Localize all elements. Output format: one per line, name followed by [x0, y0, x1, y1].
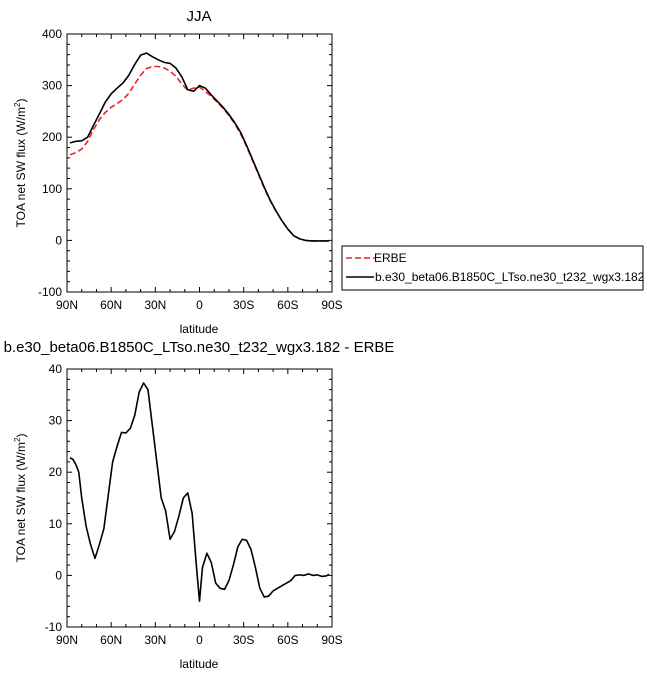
top-x-tick-label: 0	[196, 298, 203, 312]
bottom-x-tick-label: 90S	[321, 633, 342, 647]
top-y-ticks: -100 0 100 200 300 400	[38, 27, 332, 299]
top-x-tick-label: 90S	[321, 298, 342, 312]
top-y-tick-label: 400	[42, 27, 62, 41]
bottom-chart-title: b.e30_beta06.B1850C_LTso.ne30_t232_wgx3.…	[4, 339, 395, 356]
legend-label-model: b.e30_beta06.B1850C_LTso.ne30_t232_wgx3.…	[375, 270, 645, 284]
bottom-x-tick-label: 60S	[277, 633, 298, 647]
bottom-y-tick-label: -10	[45, 620, 63, 634]
bottom-y-tick-label: 30	[49, 414, 63, 428]
bottom-x-axis-label: latitude	[180, 657, 219, 671]
bottom-y-tick-label: 10	[49, 517, 63, 531]
top-series-line-1	[69, 52, 330, 242]
top-y-tick-label: 100	[42, 182, 62, 196]
top-x-tick-label: 90N	[56, 298, 78, 312]
legend: ERBE b.e30_beta06.B1850C_LTso.ne30_t232_…	[341, 245, 645, 291]
bottom-x-tick-label: 60N	[100, 633, 122, 647]
top-y-axis-label-tail: )	[14, 99, 28, 103]
bottom-x-ticks: 90N 60N 30N 0 30S 60S 90S	[56, 369, 343, 647]
top-series-line-0	[69, 65, 330, 242]
top-chart-title: JJA	[186, 8, 211, 25]
top-series-lines	[69, 52, 330, 242]
top-x-tick-label: 60S	[277, 298, 298, 312]
bottom-x-tick-label: 30S	[233, 633, 254, 647]
bottom-x-tick-label: 0	[196, 633, 203, 647]
top-plot-frame	[66, 33, 333, 293]
bottom-panel: b.e30_beta06.B1850C_LTso.ne30_t232_wgx3.…	[4, 339, 395, 671]
top-y-axis-label-sup: 2	[13, 102, 22, 107]
bottom-series-lines	[69, 382, 330, 603]
bottom-y-tick-label: 40	[49, 362, 63, 376]
bottom-y-axis-label-tail: )	[14, 434, 28, 438]
top-x-axis-label: latitude	[180, 322, 219, 336]
top-y-tick-label: 0	[55, 233, 62, 247]
bottom-plot-frame	[66, 368, 333, 628]
bottom-x-tick-label: 30N	[144, 633, 166, 647]
legend-box	[341, 245, 644, 291]
top-y-axis-label: TOA net SW flux (W/m2)	[13, 99, 28, 228]
bottom-y-axis-label-main: TOA net SW flux (W/m	[14, 442, 28, 562]
top-y-tick-label: -100	[38, 285, 62, 299]
top-x-ticks: 90N 60N 30N 0 30S 60S 90S	[56, 34, 343, 312]
bottom-y-tick-label: 0	[55, 568, 62, 582]
top-x-tick-label: 30S	[233, 298, 254, 312]
bottom-y-axis-label: TOA net SW flux (W/m2)	[13, 434, 28, 563]
bottom-y-axis-label-sup: 2	[13, 437, 22, 442]
top-x-tick-label: 30N	[144, 298, 166, 312]
top-y-tick-label: 200	[42, 130, 62, 144]
bottom-y-ticks: -10 0 10 20 30 40	[45, 362, 332, 634]
bottom-series-line-0	[69, 382, 330, 603]
legend-label-erbe: ERBE	[374, 251, 407, 265]
top-y-axis-label-main: TOA net SW flux (W/m	[14, 107, 28, 227]
bottom-y-tick-label: 20	[49, 465, 63, 479]
top-y-tick-label: 300	[42, 79, 62, 93]
bottom-x-tick-label: 90N	[56, 633, 78, 647]
top-x-tick-label: 60N	[100, 298, 122, 312]
